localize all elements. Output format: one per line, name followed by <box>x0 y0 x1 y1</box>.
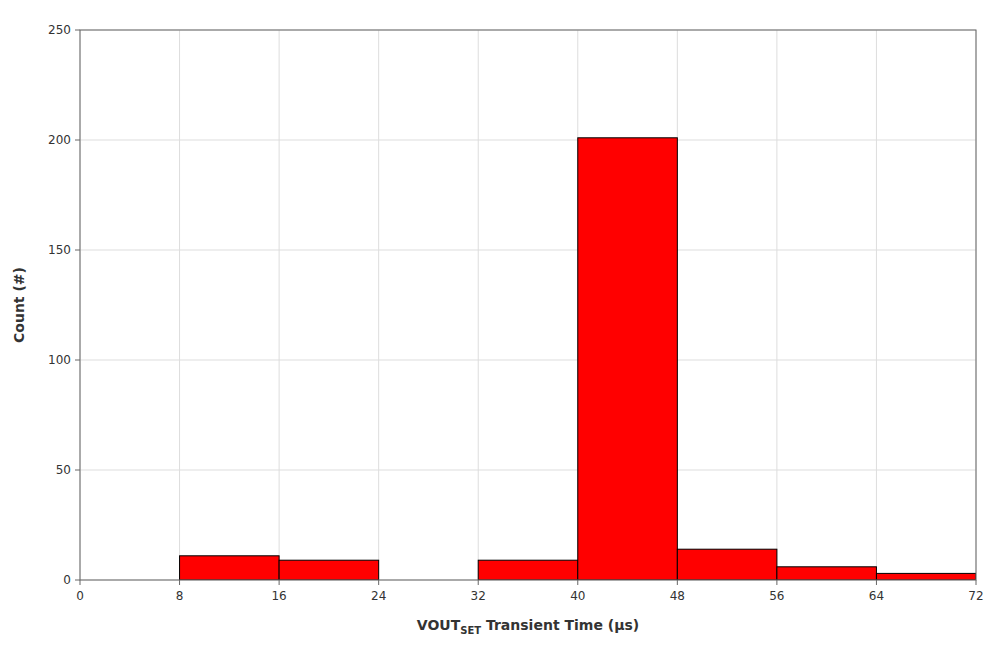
histogram-bar <box>578 138 678 580</box>
histogram-bar <box>180 556 280 580</box>
y-tick-label: 50 <box>56 463 71 477</box>
grid <box>80 30 976 580</box>
x-tick-label: 64 <box>869 589 884 603</box>
histogram-bar <box>478 560 578 580</box>
y-tick-label: 250 <box>48 23 71 37</box>
y-tick-label: 150 <box>48 243 71 257</box>
y-tick-label: 100 <box>48 353 71 367</box>
x-tick <box>577 580 578 585</box>
y-grid-line <box>80 360 976 361</box>
x-grid-line <box>279 30 280 580</box>
y-tick <box>75 30 80 31</box>
x-tick <box>80 580 81 585</box>
bars <box>180 138 976 580</box>
x-axis-label-part: Transient Time (µs) <box>481 617 639 633</box>
x-tick-label: 8 <box>176 589 184 603</box>
x-tick <box>478 580 479 585</box>
x-tick-label: 48 <box>670 589 685 603</box>
x-axis-label-subscript: SET <box>460 625 481 636</box>
x-tick-label: 32 <box>471 589 486 603</box>
y-tick <box>75 140 80 141</box>
x-tick-label: 72 <box>968 589 983 603</box>
y-grid-line <box>80 250 976 251</box>
x-grid-line <box>776 30 777 580</box>
x-grid-line <box>378 30 379 580</box>
x-tick-label: 24 <box>371 589 386 603</box>
x-tick-label: 40 <box>570 589 585 603</box>
histogram-bar <box>279 560 379 580</box>
x-axis-label: VOUTSET Transient Time (µs) <box>417 617 639 636</box>
y-tick-label: 0 <box>63 573 71 587</box>
histogram-bar <box>876 573 976 580</box>
x-grid-line <box>876 30 877 580</box>
x-tick-label: 0 <box>76 589 84 603</box>
x-axis-label-part: VOUT <box>417 617 461 633</box>
x-tick-label: 16 <box>271 589 286 603</box>
y-tick <box>75 580 80 581</box>
x-tick <box>677 580 678 585</box>
y-tick <box>75 360 80 361</box>
plot-frame <box>80 30 976 580</box>
x-tick <box>976 580 977 585</box>
x-tick <box>776 580 777 585</box>
x-tick <box>279 580 280 585</box>
x-tick <box>876 580 877 585</box>
axes: 0 50 100 150 200 250 0 8 16 24 32 40 48 56 64 72 <box>48 23 984 604</box>
chart: 0 50 100 150 200 250 0 8 16 24 32 40 48 56 64 72 Count (… <box>0 0 1006 652</box>
x-tick <box>378 580 379 585</box>
histogram-bar <box>777 567 877 580</box>
x-tick <box>179 580 180 585</box>
histogram-bar <box>677 549 777 580</box>
y-tick <box>75 470 80 471</box>
y-tick <box>75 250 80 251</box>
y-grid-line <box>80 140 976 141</box>
y-axis-label: Count (#) <box>11 267 27 343</box>
x-grid-line <box>478 30 479 580</box>
x-grid-line <box>179 30 180 580</box>
y-tick-label: 200 <box>48 133 71 147</box>
x-tick-label: 56 <box>769 589 784 603</box>
y-grid-line <box>80 470 976 471</box>
